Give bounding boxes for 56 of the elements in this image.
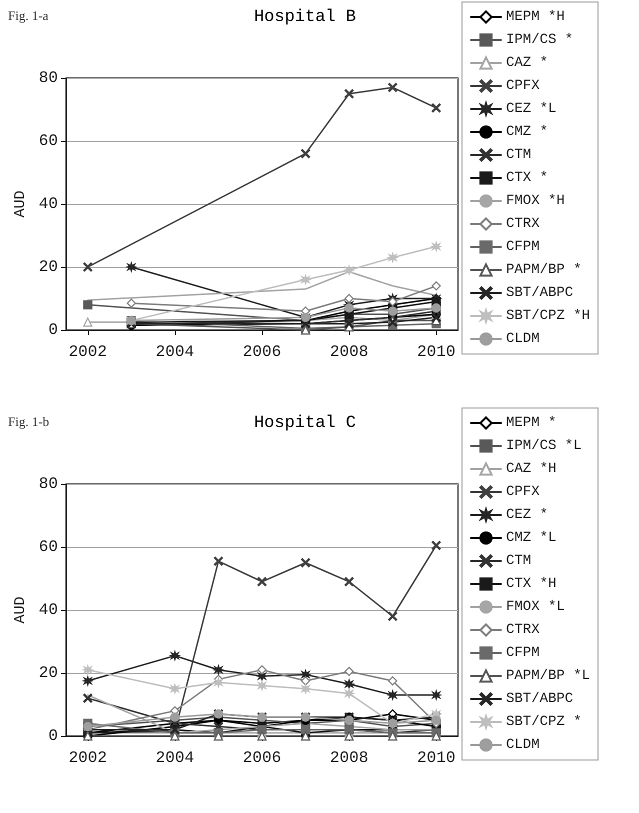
- y-tick-label: 40: [38, 601, 58, 619]
- legend-label: CLDM: [506, 331, 540, 347]
- x-tick-label: 2006: [242, 749, 282, 767]
- x-tick-label: 2008: [330, 343, 368, 361]
- legend-label: CTM: [506, 553, 532, 569]
- y-tick-label: 0: [48, 321, 58, 339]
- legend-label: CMZ *: [506, 124, 548, 140]
- legend-label: FMOX *H: [506, 193, 565, 209]
- legend-label: CTX *: [506, 170, 548, 186]
- y-tick-label: 0: [48, 727, 58, 745]
- y-tick-label: 20: [38, 258, 58, 276]
- x-tick-label: 2004: [156, 749, 194, 767]
- legend-label: MEPM *H: [506, 9, 565, 25]
- y-tick-label: 20: [38, 664, 58, 682]
- y-tick-label: 60: [38, 538, 58, 556]
- legend-label: SBT/ABPC: [506, 691, 574, 707]
- x-tick-label: 2002: [68, 749, 107, 767]
- x-tick-label: 2004: [156, 343, 194, 361]
- y-tick-label: 40: [38, 195, 58, 213]
- legend-label: IPM/CS *L: [506, 438, 582, 454]
- legend-label: CPFX: [506, 484, 540, 500]
- y-tick-label: 80: [38, 475, 58, 493]
- y-tick-label: 80: [38, 69, 58, 87]
- chart-title: Hospital C: [254, 414, 356, 433]
- x-tick-label: 2010: [417, 343, 456, 361]
- legend-label: PAPM/BP *L: [506, 668, 590, 684]
- legend-label: CTRX: [506, 216, 540, 232]
- y-axis-title: AUD: [12, 596, 29, 624]
- caption: Fig. 1-b: [8, 414, 50, 430]
- legend-label: SBT/ABPC: [506, 285, 574, 301]
- legend-label: SBT/CPZ *: [506, 714, 582, 730]
- legend-label: FMOX *L: [506, 599, 565, 615]
- legend-label: CTM: [506, 147, 532, 163]
- legend-label: CPFX: [506, 78, 540, 94]
- x-tick-label: 2010: [417, 749, 456, 767]
- y-tick-label: 60: [38, 132, 58, 150]
- legend-label: CLDM: [506, 737, 540, 753]
- legend-label: PAPM/BP *: [506, 262, 582, 278]
- chart-title: Hospital B: [254, 8, 356, 27]
- x-tick-label: 2008: [330, 749, 368, 767]
- legend-label: CEZ *L: [506, 101, 556, 117]
- legend-label: CEZ *: [506, 507, 548, 523]
- legend-label: CFPM: [506, 645, 540, 661]
- caption: Fig. 1-a: [8, 8, 48, 24]
- legend-label: CMZ *L: [506, 530, 556, 546]
- legend-label: CFPM: [506, 239, 540, 255]
- legend-label: CAZ *: [506, 55, 548, 71]
- legend-label: CTRX: [506, 622, 540, 638]
- x-tick-label: 2002: [68, 343, 107, 361]
- legend-label: CTX *H: [506, 576, 556, 592]
- legend-label: IPM/CS *: [506, 32, 574, 48]
- legend-label: MEPM *: [506, 415, 556, 431]
- x-tick-label: 2006: [242, 343, 282, 361]
- legend-label: CAZ *H: [506, 461, 556, 477]
- y-axis-title: AUD: [12, 190, 29, 218]
- legend-label: SBT/CPZ *H: [506, 308, 590, 324]
